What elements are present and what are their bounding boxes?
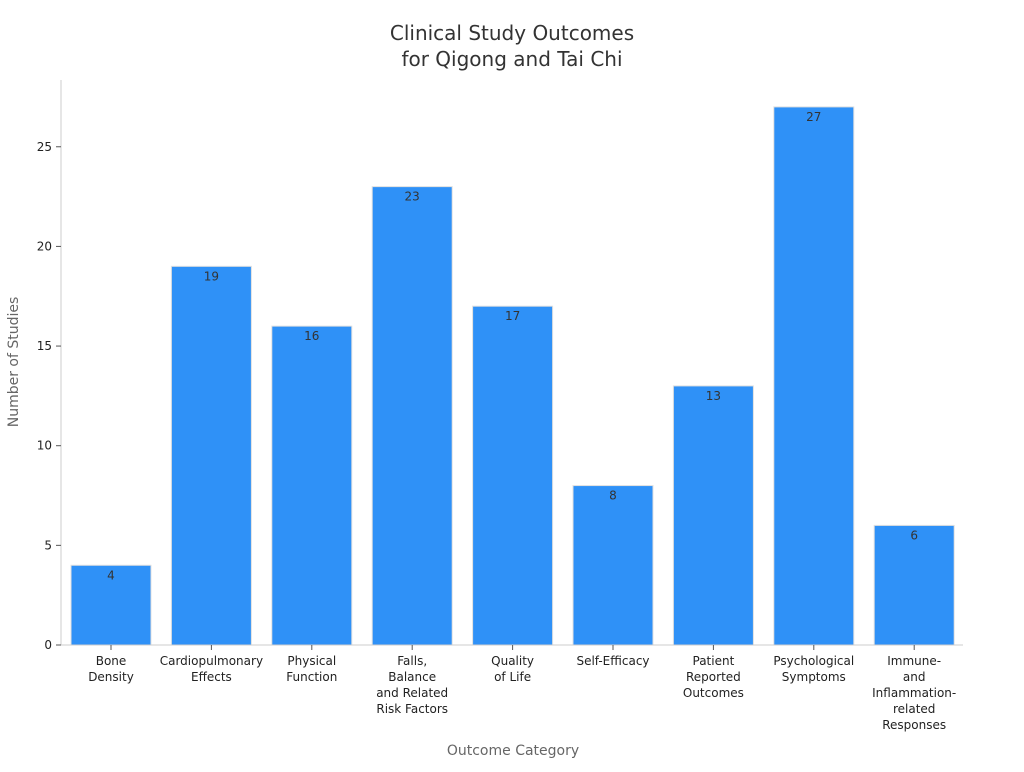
x-tick-label-line: Cardiopulmonary	[160, 654, 263, 668]
bar-value-label: 6	[910, 528, 918, 542]
x-tick-label: Patient Reported Outcomes	[683, 654, 744, 700]
bars-group	[70, 106, 955, 646]
data-labels-group: 4 19 16 23 17 8 13 27 6	[107, 110, 918, 582]
bar-value-label: 23	[405, 190, 420, 204]
bar-value-label: 4	[107, 568, 115, 582]
x-tick-label-line: Bone	[96, 654, 127, 668]
x-tick-label-line: Density	[88, 670, 134, 684]
x-tick-label-line: Patient	[693, 654, 735, 668]
y-axis: 0 5 10 15 20 25	[37, 80, 62, 652]
x-tick-label-line: Psychological	[773, 654, 854, 668]
x-tick-label-line: Risk Factors	[376, 702, 448, 716]
x-tick-label-line: Symptoms	[782, 670, 846, 684]
x-tick-label: Quality of Life	[491, 654, 534, 684]
x-tick-label: Cardiopulmonary Effects	[160, 654, 263, 684]
y-tick-label: 5	[44, 538, 52, 552]
x-tick-label-line: Responses	[882, 718, 946, 732]
bar	[672, 385, 754, 646]
y-tick-label: 10	[37, 439, 52, 453]
x-tick-label-line: of Life	[494, 670, 531, 684]
x-tick-label: Self-Efficacy	[576, 654, 649, 668]
bar	[70, 564, 152, 646]
x-tick-label: Falls, Balance and Related Risk Factors	[376, 654, 448, 716]
x-tick-label-line: Physical	[287, 654, 336, 668]
x-tick-label: Psychological Symptoms	[773, 654, 854, 684]
chart-title-line-1: Clinical Study Outcomes	[390, 21, 634, 45]
y-axis-title: Number of Studies	[6, 297, 22, 428]
bar	[371, 186, 453, 646]
bar-value-label: 17	[505, 309, 520, 323]
y-tick-label: 15	[37, 339, 52, 353]
x-axis: Bone Density Cardiopulmonary Effects Physica…	[61, 644, 963, 732]
bar-value-label: 27	[806, 110, 821, 124]
x-tick-label-line: Quality	[491, 654, 534, 668]
x-tick-label-line: and Related	[376, 686, 448, 700]
x-tick-label-line: Outcomes	[683, 686, 744, 700]
bar	[170, 265, 252, 646]
x-axis-title: Outcome Category	[447, 743, 579, 759]
bar	[572, 485, 654, 646]
y-tick-label: 20	[37, 239, 52, 253]
x-tick-label-line: Self-Efficacy	[576, 654, 649, 668]
bar	[271, 325, 353, 646]
bar-value-label: 13	[706, 389, 721, 403]
x-tick-label: Immune-and Inflammation-related Responses	[872, 654, 956, 732]
x-tick-label-line: Inflammation-	[872, 686, 956, 700]
y-tick-label: 0	[44, 638, 52, 652]
x-tick-label-line: Function	[286, 670, 337, 684]
x-tick-label-line: related	[893, 702, 935, 716]
bar-value-label: 8	[609, 489, 617, 503]
bar-value-label: 16	[304, 329, 319, 343]
x-tick-label-line: and	[903, 670, 926, 684]
x-tick-label-line: Balance	[388, 670, 436, 684]
bar-value-label: 19	[204, 269, 219, 283]
chart-title-line-2: for Qigong and Tai Chi	[401, 47, 622, 71]
x-tick-label-line: Falls,	[397, 654, 427, 668]
bar	[472, 305, 554, 646]
bar	[873, 524, 955, 646]
chart-title: Clinical Study Outcomes for Qigong and T…	[390, 21, 634, 71]
bar	[773, 106, 855, 646]
y-tick-label: 25	[37, 140, 52, 154]
x-tick-label: Bone Density	[88, 654, 134, 684]
x-tick-label-line: Effects	[191, 670, 232, 684]
x-tick-label-line: Immune-	[887, 654, 941, 668]
x-tick-label-line: Reported	[686, 670, 741, 684]
x-tick-label: Physical Function	[286, 654, 337, 684]
